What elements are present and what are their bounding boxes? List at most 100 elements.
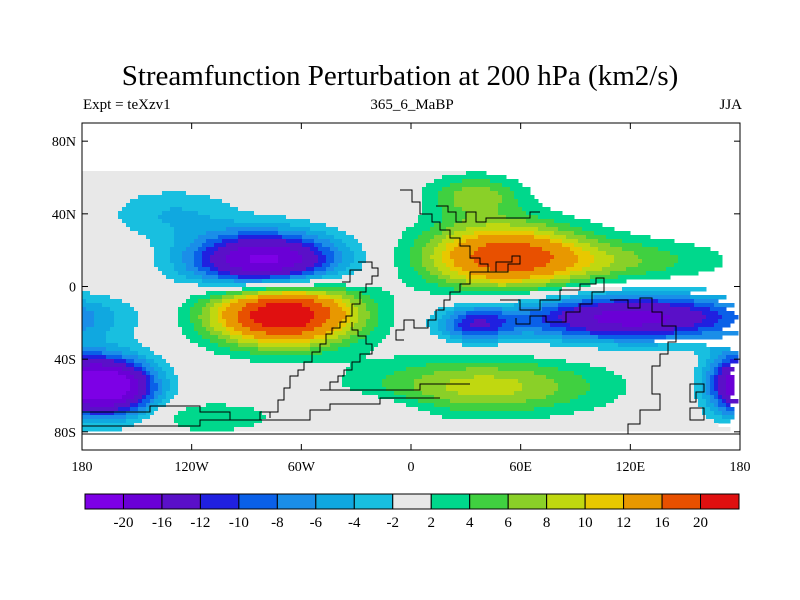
- field-cell: [462, 343, 499, 348]
- field-cell: [670, 303, 695, 308]
- field-cell: [222, 299, 231, 304]
- field-cell: [82, 219, 123, 224]
- field-cell: [466, 275, 487, 280]
- field-cell: [422, 195, 439, 200]
- field-cell: [326, 267, 335, 272]
- field-cell: [542, 315, 559, 320]
- field-cell: [338, 323, 347, 328]
- field-cell: [114, 411, 127, 416]
- field-cell: [434, 395, 547, 400]
- field-cell: [474, 319, 487, 324]
- field-cell: [418, 399, 451, 404]
- field-cell: [234, 295, 247, 300]
- field-cell: [638, 263, 675, 268]
- field-cell: [430, 271, 443, 276]
- field-cell: [446, 383, 523, 388]
- field-cell: [582, 247, 599, 252]
- field-cell: [582, 375, 623, 380]
- field-cell: [310, 219, 419, 224]
- field-cell: [554, 231, 575, 236]
- field-cell: [82, 407, 119, 412]
- field-cell: [314, 299, 335, 304]
- field-cell: [454, 191, 499, 196]
- field-cell: [494, 375, 547, 380]
- field-cell: [134, 335, 187, 340]
- field-cell: [726, 355, 739, 360]
- field-cell: [702, 311, 719, 316]
- field-cell: [306, 267, 315, 272]
- field-cell: [722, 315, 739, 320]
- field-cell: [702, 331, 739, 336]
- field-cell: [346, 283, 407, 288]
- field-cell: [82, 375, 127, 380]
- field-cell: [538, 287, 563, 292]
- field-cell: [302, 303, 323, 308]
- field-cell: [94, 311, 115, 316]
- field-cell: [410, 263, 423, 268]
- field-cell: [666, 267, 715, 272]
- field-cell: [394, 355, 535, 360]
- field-cell: [590, 387, 627, 392]
- field-cell: [154, 375, 159, 380]
- field-cell: [710, 407, 719, 412]
- field-cell: [262, 323, 307, 328]
- field-cell: [386, 375, 423, 380]
- field-cell: [674, 263, 723, 268]
- field-cell: [82, 187, 423, 192]
- field-cell: [250, 315, 315, 320]
- field-cell: [678, 255, 723, 260]
- field-cell: [366, 355, 395, 360]
- field-cell: [214, 327, 227, 332]
- field-cell: [222, 303, 231, 308]
- field-cell: [238, 311, 251, 316]
- field-cell: [142, 395, 147, 400]
- field-cell: [490, 187, 511, 192]
- field-cell: [110, 295, 191, 300]
- field-cell: [434, 179, 463, 184]
- field-cell: [438, 319, 447, 324]
- field-cell: [618, 343, 659, 348]
- field-cell: [722, 367, 735, 372]
- field-cell: [450, 335, 463, 340]
- field-cell: [614, 399, 699, 404]
- colorbar-swatch: [469, 493, 509, 510]
- field-cell: [462, 207, 499, 212]
- field-cell: [458, 391, 515, 396]
- field-cell: [338, 227, 407, 232]
- field-cell: [82, 275, 167, 280]
- field-cell: [150, 239, 175, 244]
- field-cell: [322, 323, 339, 328]
- field-cell: [126, 203, 231, 208]
- colorbar-label: -4: [348, 515, 361, 531]
- field-cell: [226, 339, 239, 344]
- field-cell: [150, 387, 159, 392]
- field-cell: [170, 255, 183, 260]
- field-cell: [82, 339, 107, 344]
- field-cell: [710, 363, 719, 368]
- field-cell: [338, 263, 351, 268]
- field-cell: [462, 283, 499, 288]
- field-cell: [278, 227, 311, 232]
- field-cell: [446, 235, 463, 240]
- field-cell: [170, 223, 291, 228]
- field-cell: [518, 307, 543, 312]
- field-cell: [138, 231, 175, 236]
- field-cell: [698, 359, 707, 364]
- field-cell: [286, 239, 303, 244]
- field-cell: [346, 303, 355, 308]
- field-cell: [550, 259, 579, 264]
- field-cell: [566, 327, 587, 332]
- field-cell: [658, 299, 695, 304]
- field-cell: [590, 279, 627, 284]
- field-cell: [382, 287, 415, 292]
- field-cell: [378, 307, 395, 312]
- field-cell: [218, 343, 239, 348]
- field-cell: [318, 259, 327, 264]
- field-cell: [146, 375, 151, 380]
- field-cell: [710, 351, 723, 356]
- field-cell: [146, 355, 163, 360]
- field-cell: [206, 327, 215, 332]
- field-cell: [446, 327, 455, 332]
- field-cell: [202, 243, 215, 248]
- field-cell: [442, 211, 467, 216]
